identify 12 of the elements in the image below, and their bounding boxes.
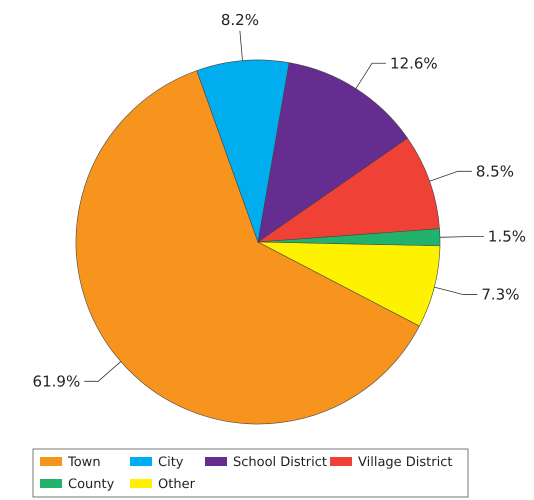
legend-label: School District: [233, 455, 327, 470]
data-label: 7.3%: [481, 286, 520, 304]
data-label: 61.9%: [32, 372, 80, 390]
legend-label: Village District: [358, 455, 452, 470]
legend-label: Town: [67, 455, 101, 470]
data-label: 12.6%: [390, 54, 438, 72]
data-label: 8.5%: [476, 162, 514, 180]
legend-label: County: [68, 477, 115, 492]
data-label: 8.2%: [220, 10, 259, 29]
legend-label: City: [158, 455, 184, 470]
legend-label: Other: [158, 477, 196, 492]
data-label: 1.5%: [488, 228, 526, 246]
